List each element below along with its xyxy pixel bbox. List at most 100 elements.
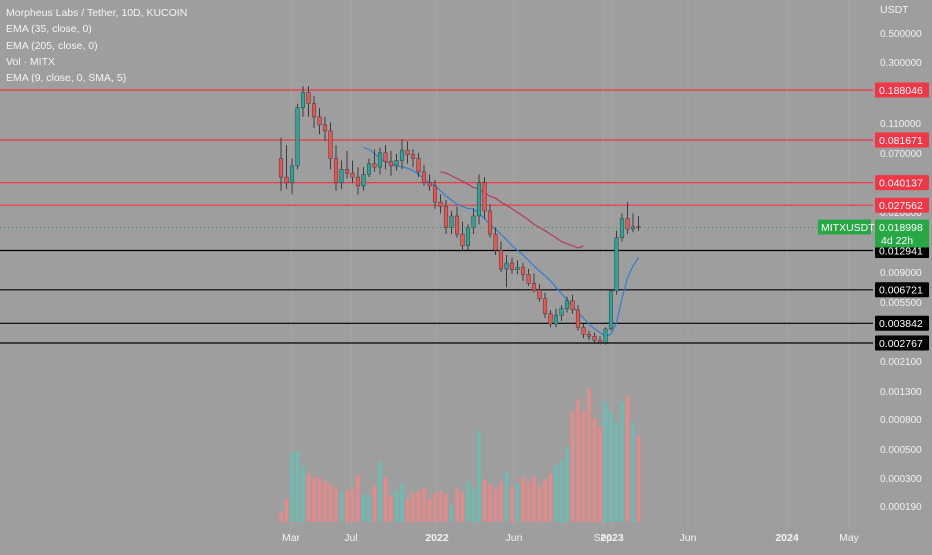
candle-body (487, 210, 493, 235)
candle-body (410, 154, 416, 159)
level-price-label: 0.003842 (879, 318, 923, 330)
volume-bar (284, 499, 289, 522)
candle-body (619, 218, 625, 239)
candle-body (284, 176, 289, 184)
volume-bar (422, 488, 426, 522)
candle-body (537, 289, 542, 299)
candle-body (278, 158, 284, 178)
volume-bar (625, 396, 630, 522)
candle-body (383, 152, 388, 162)
volume-bar (345, 490, 349, 522)
candle-body (625, 218, 630, 230)
volume-bar (312, 477, 316, 522)
candle-body (465, 227, 471, 247)
time-tick-label: 2024 (775, 532, 799, 544)
support-label-box (875, 315, 929, 331)
volume-bar (334, 488, 338, 522)
support-label-box (875, 335, 929, 351)
candle-body (366, 163, 372, 175)
last-price-badge (875, 219, 929, 248)
symbol-title[interactable]: Morpheus Labs / Tether, 10D, KUCOIN (6, 7, 188, 19)
legend-ema35[interactable]: EMA (35, close, 0) (6, 23, 92, 36)
volume-bar (609, 411, 613, 522)
level-price-label: 0.188046 (879, 85, 923, 97)
resistance-label-box (875, 82, 929, 98)
candle-body (295, 107, 300, 167)
legend-volume[interactable]: Vol · MITX (6, 55, 56, 68)
volume-bar (427, 499, 432, 522)
price-tick-label: 0.001300 (880, 387, 922, 398)
volume-bar (383, 477, 388, 522)
level-price-label: 0.081671 (879, 135, 923, 147)
grid (290, 0, 850, 528)
volume-bar (488, 483, 492, 522)
volume-bar (290, 453, 294, 522)
candle-body (339, 169, 344, 184)
resistance-label-box (875, 197, 929, 213)
time-tick-label: 2023 (600, 532, 624, 544)
candle-body (471, 215, 476, 228)
candle-body (504, 262, 509, 270)
candle-body (432, 185, 438, 203)
candle-body (575, 309, 581, 328)
volume-bar (295, 451, 300, 522)
volume-bar (317, 477, 322, 522)
volume-bar (339, 490, 344, 522)
candle-body (421, 171, 427, 184)
candle-body (317, 116, 322, 126)
volume-bar (526, 481, 531, 522)
horizontal-levels (0, 89, 873, 344)
candle-body (394, 160, 399, 167)
candle-body (608, 290, 614, 330)
volume-bar (598, 426, 602, 522)
price-tick-label: 0.000800 (880, 415, 922, 426)
time-tick-label: 2022 (425, 532, 449, 544)
volume-bar (356, 475, 360, 522)
candle-body (460, 233, 465, 246)
candle-body (603, 328, 608, 343)
candle-body (520, 266, 526, 275)
symbol-tag: MITXUSDT (821, 222, 875, 234)
time-tick-label: May (839, 532, 860, 544)
candle-body (405, 149, 410, 155)
volume-bar (350, 488, 355, 522)
time-tick-label: Jun (680, 532, 697, 544)
volume-bar (367, 496, 371, 522)
volume-bar (587, 389, 591, 522)
price-axis-currency: USDT (880, 4, 909, 16)
legend-volume-ema[interactable]: EMA (9, close, 0, SMA, 5) (6, 72, 127, 85)
candle-body (438, 201, 443, 207)
candle-body (344, 169, 350, 174)
volume-bar (378, 461, 382, 522)
candle-body (559, 308, 564, 316)
ema35-line (363, 147, 640, 337)
volume-bar (592, 418, 597, 522)
last-price-label: 0.018998 (879, 222, 923, 234)
candle-body (361, 174, 366, 187)
candle-body (614, 237, 619, 292)
candle-body (322, 124, 328, 132)
volume-bar (471, 488, 476, 522)
level-price-label: 0.002767 (879, 338, 923, 350)
volume-bar (394, 490, 399, 522)
volume-bar (504, 471, 509, 522)
candle-body (388, 161, 394, 167)
volume-bar (510, 486, 514, 522)
candle-body (636, 226, 641, 229)
volume-bar (411, 493, 415, 522)
legend-ema205[interactable]: EMA (205, close, 0) (6, 39, 98, 52)
volume-bar (565, 446, 569, 522)
candle-body (289, 165, 295, 184)
candle-body (454, 215, 460, 235)
price-axis[interactable]: 0.500000 0.300000 0.110000 0.070000 0.020000… (880, 29, 922, 513)
volume-bar (477, 430, 481, 522)
volume-bar (323, 481, 327, 522)
volume-bar (559, 460, 564, 522)
price-tick-label: 0.000500 (880, 445, 922, 456)
price-tick-label: 0.000190 (880, 502, 922, 513)
level-price-label: 0.040137 (879, 177, 923, 189)
